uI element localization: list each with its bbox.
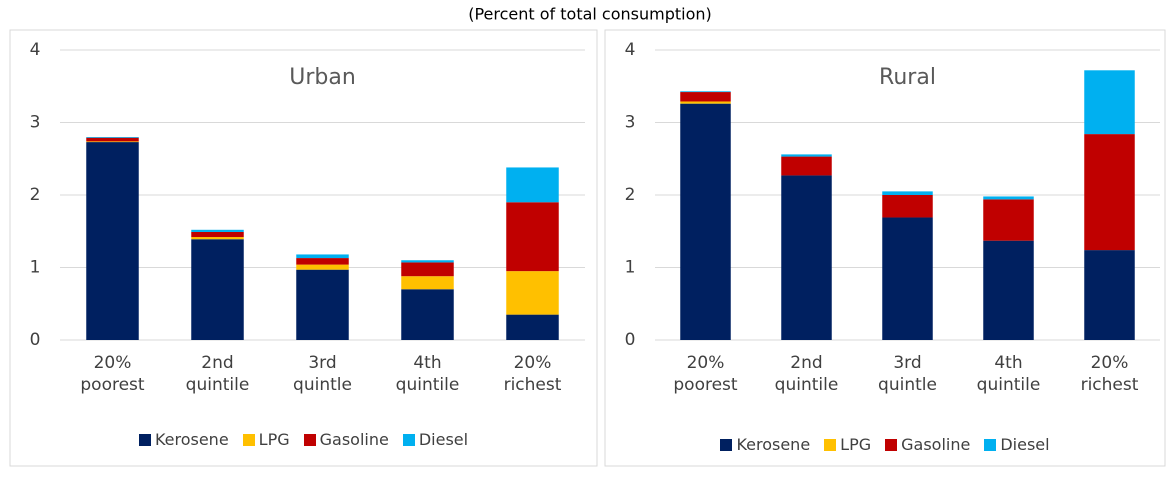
bar-segment [680, 103, 731, 341]
legend-label: Kerosene [154, 430, 229, 449]
x-tick-label: 20% richest [503, 353, 562, 395]
legend-label: LPG [840, 435, 872, 454]
bar-segment [296, 264, 349, 270]
legend-swatch [824, 438, 837, 451]
legend-label: Kerosene [736, 435, 811, 454]
y-tick-label: 0 [30, 330, 41, 350]
x-tick-label: 2nd quintile [185, 353, 250, 395]
legend-label: Diesel [1000, 435, 1050, 454]
bar-segment [781, 175, 832, 340]
bar-segment [1084, 134, 1135, 251]
bar-segment [680, 92, 731, 102]
bar-segment [506, 167, 559, 203]
bar-segment [191, 229, 244, 232]
legend-item: LPG [824, 435, 871, 454]
bar-segment [506, 202, 559, 272]
bar-segment [86, 141, 139, 143]
legend-label: Diesel [418, 430, 469, 449]
bar-segment [506, 314, 559, 340]
bar-segment [781, 154, 832, 157]
panel-border [604, 29, 1166, 467]
x-tick-label: 4th quintile [395, 353, 460, 395]
legend-item: Gasoline [885, 435, 970, 454]
bar-segment [401, 260, 454, 263]
legend: Kerosene LPG Gasoline Diesel [10, 430, 597, 449]
y-tick-label: 3 [625, 113, 636, 133]
legend-swatch [402, 433, 415, 446]
legend-label: Gasoline [901, 435, 971, 454]
x-tick-label: 3rd quintle [878, 353, 937, 395]
bar-segment [1084, 70, 1135, 135]
bar-segment [882, 217, 933, 340]
x-tick-label: 20% richest [1080, 353, 1139, 395]
bar-segment [86, 142, 139, 340]
y-tick-label: 4 [625, 40, 636, 60]
bar-segment [1084, 250, 1135, 340]
y-tick-label: 1 [30, 258, 41, 278]
legend-item: Diesel [402, 430, 469, 449]
y-tick-label: 2 [30, 185, 41, 205]
legend-label: LPG [258, 430, 290, 449]
legend-item: Gasoline [303, 430, 389, 449]
x-tick-label: 4th quintile [976, 353, 1041, 395]
bar-segment [86, 137, 139, 138]
y-tick-label: 3 [30, 113, 41, 133]
legend-swatch [242, 433, 255, 446]
bar-segment [401, 276, 454, 290]
x-tick-label: 20% poorest [80, 353, 145, 395]
y-tick-label: 2 [625, 185, 636, 205]
bar-segment [191, 239, 244, 340]
bar-segment [296, 254, 349, 259]
bar-segment [882, 195, 933, 218]
legend-item: Kerosene [720, 435, 810, 454]
bar-segment [191, 237, 244, 240]
bar-segment [296, 269, 349, 340]
bar-segment [506, 271, 559, 315]
x-tick-label: 3rd quintle [293, 353, 352, 395]
x-tick-label: 2nd quintile [774, 353, 839, 395]
legend-swatch [303, 433, 316, 446]
chart-title: Urban [289, 65, 356, 90]
bar-segment [191, 231, 244, 238]
bar-segment [680, 101, 731, 104]
bar-segment [882, 191, 933, 195]
bar-segment [86, 137, 139, 142]
bar-segment [401, 289, 454, 340]
legend-item: LPG [242, 430, 290, 449]
bar-segment [401, 262, 454, 277]
legend-item: Kerosene [138, 430, 229, 449]
y-tick-label: 4 [30, 40, 41, 60]
legend-swatch [138, 433, 151, 446]
bar-segment [781, 156, 832, 176]
bar-segment [680, 91, 731, 93]
legend-label: Gasoline [319, 430, 389, 449]
x-tick-label: 20% poorest [673, 353, 738, 395]
y-tick-label: 0 [625, 330, 636, 350]
legend: Kerosene LPG Gasoline Diesel [605, 435, 1165, 454]
legend-item: Diesel [984, 435, 1050, 454]
panel-border [9, 29, 598, 467]
bar-segment [983, 196, 1034, 200]
chart-title: Rural [879, 65, 936, 90]
bar-segment [983, 240, 1034, 340]
y-tick-label: 1 [625, 258, 636, 278]
legend-swatch [984, 438, 997, 451]
bar-segment [983, 199, 1034, 241]
legend-swatch [885, 438, 898, 451]
bar-segment [296, 258, 349, 265]
subtitle: (Percent of total consumption) [468, 5, 712, 24]
legend-swatch [720, 438, 733, 451]
